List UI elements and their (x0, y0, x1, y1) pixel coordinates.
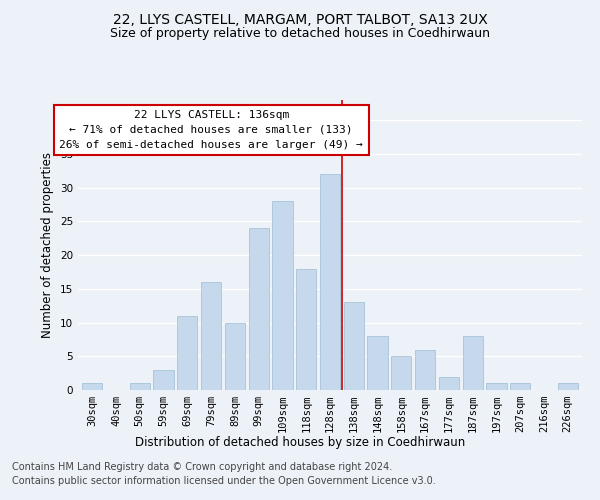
Bar (463, 336, 483, 390)
Bar (154, 370, 173, 390)
Text: Contains HM Land Registry data © Crown copyright and database right 2024.: Contains HM Land Registry data © Crown c… (12, 462, 392, 472)
Bar (557, 384, 578, 390)
Text: Contains public sector information licensed under the Open Government Licence v3: Contains public sector information licen… (12, 476, 436, 486)
Bar (248, 228, 269, 390)
Text: 22 LLYS CASTELL: 136sqm
← 71% of detached houses are smaller (133)
26% of semi-d: 22 LLYS CASTELL: 136sqm ← 71% of detache… (59, 110, 363, 150)
Bar (415, 350, 435, 390)
Y-axis label: Number of detached properties: Number of detached properties (41, 152, 55, 338)
Bar (177, 316, 197, 390)
Bar (296, 268, 316, 390)
Text: 22, LLYS CASTELL, MARGAM, PORT TALBOT, SA13 2UX: 22, LLYS CASTELL, MARGAM, PORT TALBOT, S… (113, 12, 487, 26)
Bar (82, 384, 103, 390)
Bar (439, 376, 459, 390)
Bar (272, 201, 293, 390)
Text: Distribution of detached houses by size in Coedhirwaun: Distribution of detached houses by size … (135, 436, 465, 449)
Bar (225, 322, 245, 390)
Bar (510, 384, 530, 390)
Bar (320, 174, 340, 390)
Bar (391, 356, 412, 390)
Bar (487, 384, 506, 390)
Text: Size of property relative to detached houses in Coedhirwaun: Size of property relative to detached ho… (110, 28, 490, 40)
Bar (367, 336, 388, 390)
Bar (344, 302, 364, 390)
Bar (201, 282, 221, 390)
Bar (130, 384, 150, 390)
